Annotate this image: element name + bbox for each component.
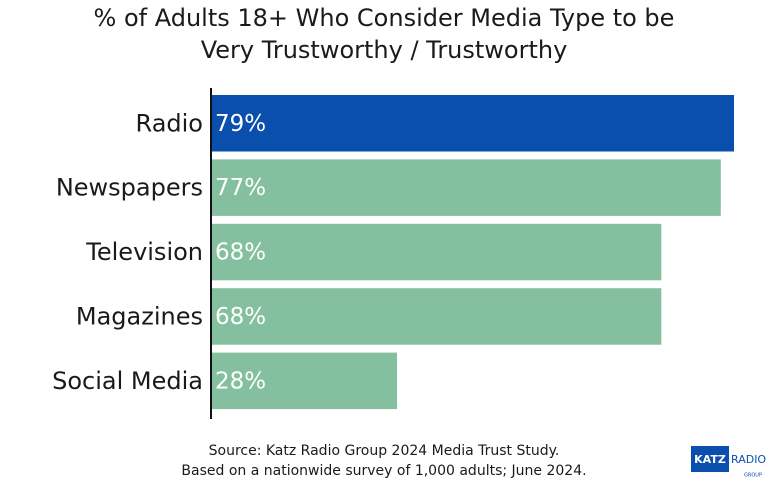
value-label: 68% bbox=[215, 304, 266, 330]
bar bbox=[212, 223, 662, 281]
category-label: Television bbox=[85, 238, 203, 266]
bar bbox=[212, 352, 398, 410]
value-label: 28% bbox=[215, 368, 266, 394]
value-label: 68% bbox=[215, 240, 266, 266]
bar bbox=[212, 95, 734, 152]
source: Based on a nationwide survey of 1,000 ad… bbox=[181, 463, 586, 479]
value-label: 79% bbox=[215, 111, 266, 137]
chart-title: Very Trustworthy / Trustworthy bbox=[201, 36, 568, 64]
bar bbox=[212, 288, 662, 345]
logo-sub: RADIO bbox=[731, 453, 766, 466]
bar bbox=[212, 159, 721, 216]
logo-name: KATZ bbox=[694, 453, 726, 466]
chart-title: % of Adults 18+ Who Consider Media Type … bbox=[94, 4, 675, 32]
category-label: Newspapers bbox=[56, 174, 203, 202]
category-label: Social Media bbox=[52, 367, 203, 395]
value-label: 77% bbox=[215, 175, 266, 201]
logo-group: GROUP bbox=[744, 473, 762, 479]
category-label: Magazines bbox=[76, 302, 203, 330]
category-label: Radio bbox=[136, 109, 203, 137]
source: Source: Katz Radio Group 2024 Media Trus… bbox=[209, 443, 560, 459]
logo-box bbox=[691, 446, 729, 472]
